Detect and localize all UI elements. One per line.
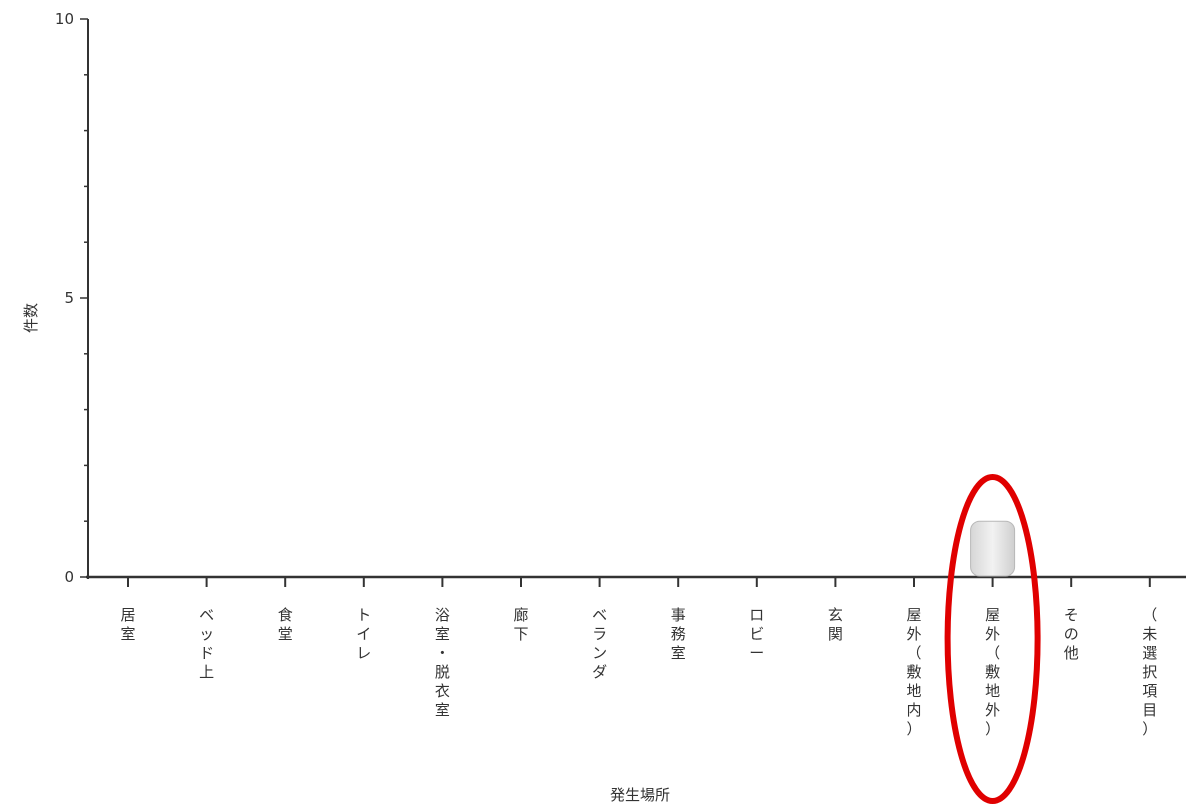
- category-labels: 居室 ベッド上 食堂 トイレ 浴室・脱衣室 廊下 ベランダ 事務室 ロビー 玄関 屋外（敷地内） 屋外…: [120, 606, 1157, 738]
- x-axis-title: 発生場所: [610, 786, 670, 804]
- y-axis-title: 件数: [22, 303, 40, 333]
- x-tick-label: 食堂: [278, 606, 293, 643]
- x-axis: [86, 575, 1186, 587]
- x-tick-label: その他: [1064, 606, 1079, 662]
- x-tick-label: 居室: [120, 606, 135, 643]
- x-tick-label: ベランダ: [592, 606, 607, 681]
- x-tick-label: 事務室: [671, 606, 686, 662]
- highlight-ellipse: [944, 474, 1041, 804]
- x-tick-label: 玄関: [828, 606, 843, 643]
- y-axis: 0 5 10: [55, 10, 89, 586]
- x-tick-label: トイレ: [356, 606, 371, 662]
- bars: [970, 520, 1016, 577]
- y-tick-label: 0: [64, 568, 74, 586]
- bar: [970, 520, 1016, 577]
- x-tick-label: ベッド上: [199, 606, 214, 681]
- x-tick-label: ロビー: [749, 606, 764, 662]
- x-tick-label: 屋外（敷地内）: [906, 606, 921, 738]
- x-tick-label: （未選択項目）: [1142, 606, 1157, 738]
- x-tick-label: 廊下: [513, 606, 528, 643]
- y-tick-label: 5: [64, 289, 74, 307]
- x-tick-label: 浴室・脱衣室: [435, 606, 450, 719]
- y-tick-label: 10: [55, 10, 74, 28]
- x-tick-label: 屋外（敷地外）: [985, 606, 1000, 738]
